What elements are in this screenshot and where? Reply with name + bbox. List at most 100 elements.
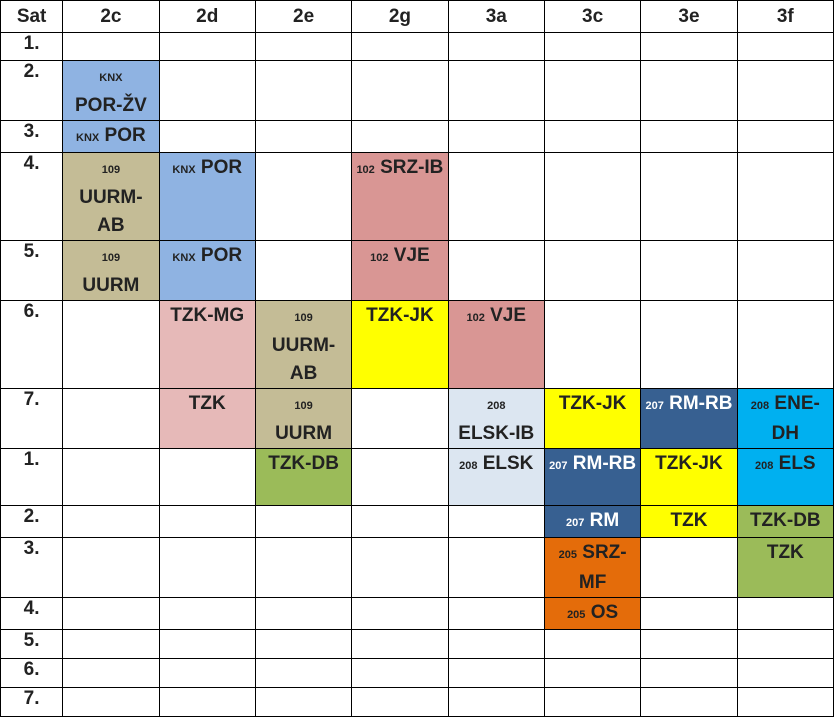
header-class-2d: 2d: [158, 0, 256, 33]
empty-cell: [640, 240, 738, 301]
empty-cell: [254, 505, 353, 538]
room-code: 109: [294, 312, 313, 324]
header-class-2g: 2g: [351, 0, 449, 33]
empty-cell: [543, 658, 642, 688]
empty-cell: [543, 240, 642, 301]
room-code: 207: [549, 460, 568, 472]
period-label: 1.: [0, 448, 64, 506]
lesson-cell: 207 RM-RB: [543, 448, 642, 506]
lesson-cell: 208 ELS: [736, 448, 834, 506]
subject-label: UURM-AB: [79, 187, 143, 236]
lesson-cell: 205 SRZ-MF: [543, 537, 642, 598]
room-code: 109: [101, 252, 121, 264]
header-sat: Sat: [0, 0, 64, 33]
empty-cell: [158, 32, 256, 61]
period-row: 2. KNX POR-ŽV: [0, 60, 834, 121]
room-code: 208: [755, 460, 774, 472]
lesson-cell: TZK-DB: [736, 505, 834, 538]
empty-cell: [736, 597, 834, 630]
period-label: 3.: [0, 537, 64, 598]
lesson-cell: TZK: [158, 388, 256, 449]
empty-cell: [351, 658, 449, 688]
period-row: 6. TZK-MG 109 UURM-AB TZK-JK 102 VJE: [0, 300, 834, 389]
empty-cell: [158, 629, 256, 659]
lesson-cell: TZK-DB: [254, 448, 353, 506]
room-code: 102: [466, 312, 485, 324]
empty-cell: [640, 32, 738, 61]
subject-label: VJE: [393, 245, 430, 266]
subject-label: TZK-JK: [655, 453, 723, 474]
subject-label: SRZ-MF: [578, 542, 627, 593]
empty-cell: [254, 120, 353, 153]
empty-cell: [447, 32, 545, 61]
empty-cell: [447, 537, 545, 598]
empty-cell: [351, 448, 449, 506]
empty-cell: [543, 32, 642, 61]
empty-cell: [351, 629, 449, 659]
subject-label: TZK: [188, 393, 226, 414]
empty-cell: [736, 687, 834, 717]
subject-label: UURM: [82, 275, 140, 296]
period-row: 5. 109 UURM KNX POR 102 VJE: [0, 240, 834, 301]
lesson-cell: TZK: [640, 505, 738, 538]
period-label: 3.: [0, 120, 64, 153]
empty-cell: [62, 629, 160, 659]
empty-cell: [254, 629, 353, 659]
period-row: 4. 109 UURM-AB KNX POR 102 SRZ-IB: [0, 152, 834, 241]
lesson-cell: KNX POR: [158, 240, 256, 301]
empty-cell: [640, 300, 738, 389]
room-code: 208: [750, 400, 770, 412]
empty-cell: [158, 505, 256, 538]
subject-label: OS: [590, 602, 619, 623]
room-code: 102: [370, 252, 389, 264]
empty-cell: [736, 240, 834, 301]
empty-cell: [62, 300, 160, 389]
empty-cell: [640, 152, 738, 241]
empty-cell: [736, 120, 834, 153]
room-code: 207: [645, 400, 664, 412]
empty-cell: [254, 240, 353, 301]
room-code: 205: [558, 549, 577, 561]
lesson-cell: KNX POR-ŽV: [62, 60, 160, 121]
header-row: Sat 2c 2d 2e 2g 3a 3c 3e 3f: [0, 0, 834, 33]
room-code: 207: [566, 517, 585, 529]
empty-cell: [158, 597, 256, 630]
lesson-cell: 109 UURM-AB: [62, 152, 160, 241]
empty-cell: [447, 629, 545, 659]
empty-cell: [158, 537, 256, 598]
subject-label: POR: [104, 125, 146, 146]
subject-label: RM: [589, 510, 620, 531]
empty-cell: [158, 120, 256, 153]
header-class-3e: 3e: [640, 0, 738, 33]
subject-label: TZK-JK: [366, 305, 434, 326]
room-code: 208: [459, 460, 478, 472]
subject-label: POR-ŽV: [75, 95, 147, 116]
empty-cell: [62, 388, 160, 449]
period-row: 6.: [0, 658, 834, 688]
empty-cell: [640, 658, 738, 688]
room-code: 109: [294, 400, 313, 412]
empty-cell: [254, 60, 353, 121]
empty-cell: [351, 32, 449, 61]
lesson-cell: 109 UURM-AB: [254, 300, 353, 389]
lesson-cell: 102 SRZ-IB: [351, 152, 449, 241]
subject-label: TZK-DB: [268, 453, 339, 474]
subject-label: ENE-DH: [771, 393, 820, 444]
subject-label: TZK: [670, 510, 708, 531]
empty-cell: [254, 32, 353, 61]
lesson-cell: 208 ELSK: [447, 448, 545, 506]
lesson-cell: 208 ELSK-IB: [447, 388, 545, 449]
empty-cell: [351, 505, 449, 538]
subject-label: ELSK: [482, 453, 534, 474]
empty-cell: [736, 32, 834, 61]
empty-cell: [640, 597, 738, 630]
period-label: 6.: [0, 658, 64, 688]
empty-cell: [640, 60, 738, 121]
lesson-cell: 109 UURM: [62, 240, 160, 301]
period-label: 2.: [0, 60, 64, 121]
empty-cell: [351, 60, 449, 121]
room-code: 102: [356, 164, 375, 176]
empty-cell: [62, 537, 160, 598]
room-code: KNX: [76, 132, 100, 144]
lesson-cell: 102 VJE: [351, 240, 449, 301]
